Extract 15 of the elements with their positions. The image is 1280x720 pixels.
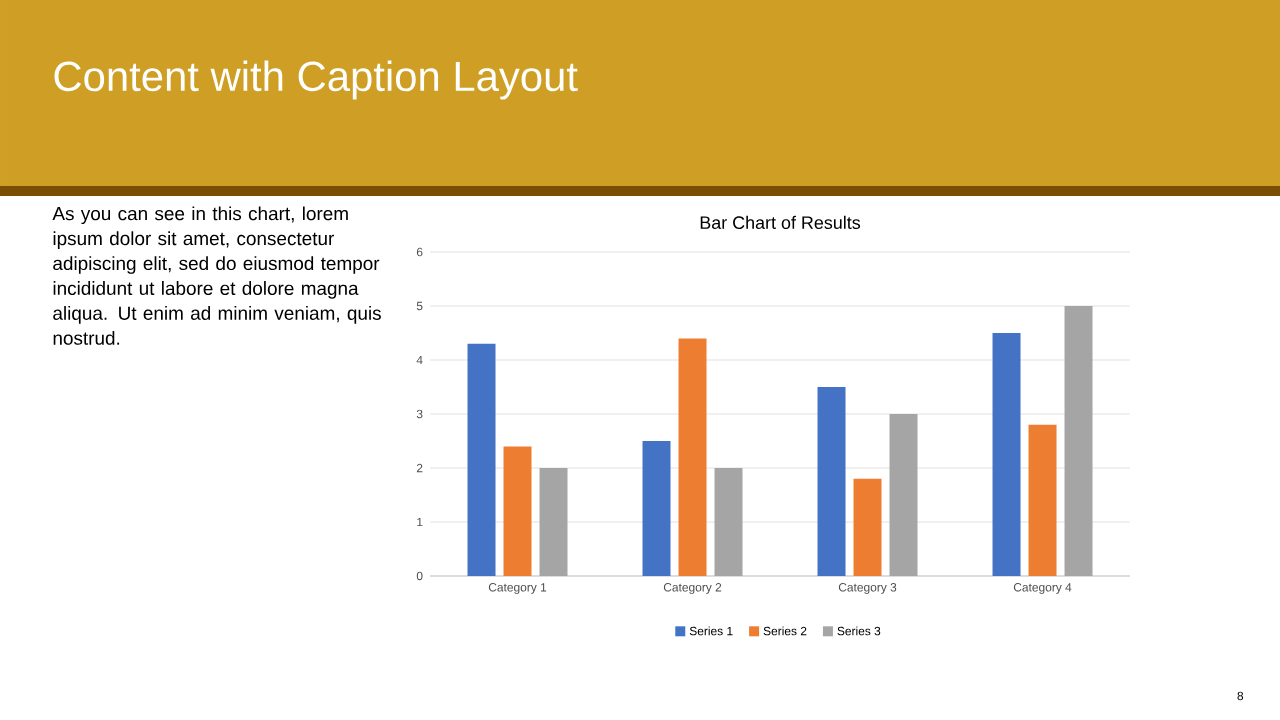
bar: [817, 387, 846, 576]
bar: [889, 414, 918, 576]
bar: [853, 478, 882, 576]
text: Content with Caption Layout: [54, 60, 578, 100]
bar: [1028, 424, 1057, 576]
bar: [642, 441, 671, 576]
bar: [539, 468, 568, 576]
bar: [678, 338, 707, 576]
chart-title: Bar Chart of Results: [700, 215, 861, 230]
bar: [992, 332, 1021, 576]
bar: [503, 446, 532, 576]
bar: [467, 343, 496, 576]
bar: [714, 468, 743, 576]
text: As you can see in this chart, lorem ipsum dolor sit amet, consectetur adipiscing elit, sed do eiusmod tempor incididunt ut labore et dolore magna aliqua. Ut enim ad minim veniam, quis nostrud.: [52, 206, 381, 345]
bar: [1064, 305, 1093, 576]
